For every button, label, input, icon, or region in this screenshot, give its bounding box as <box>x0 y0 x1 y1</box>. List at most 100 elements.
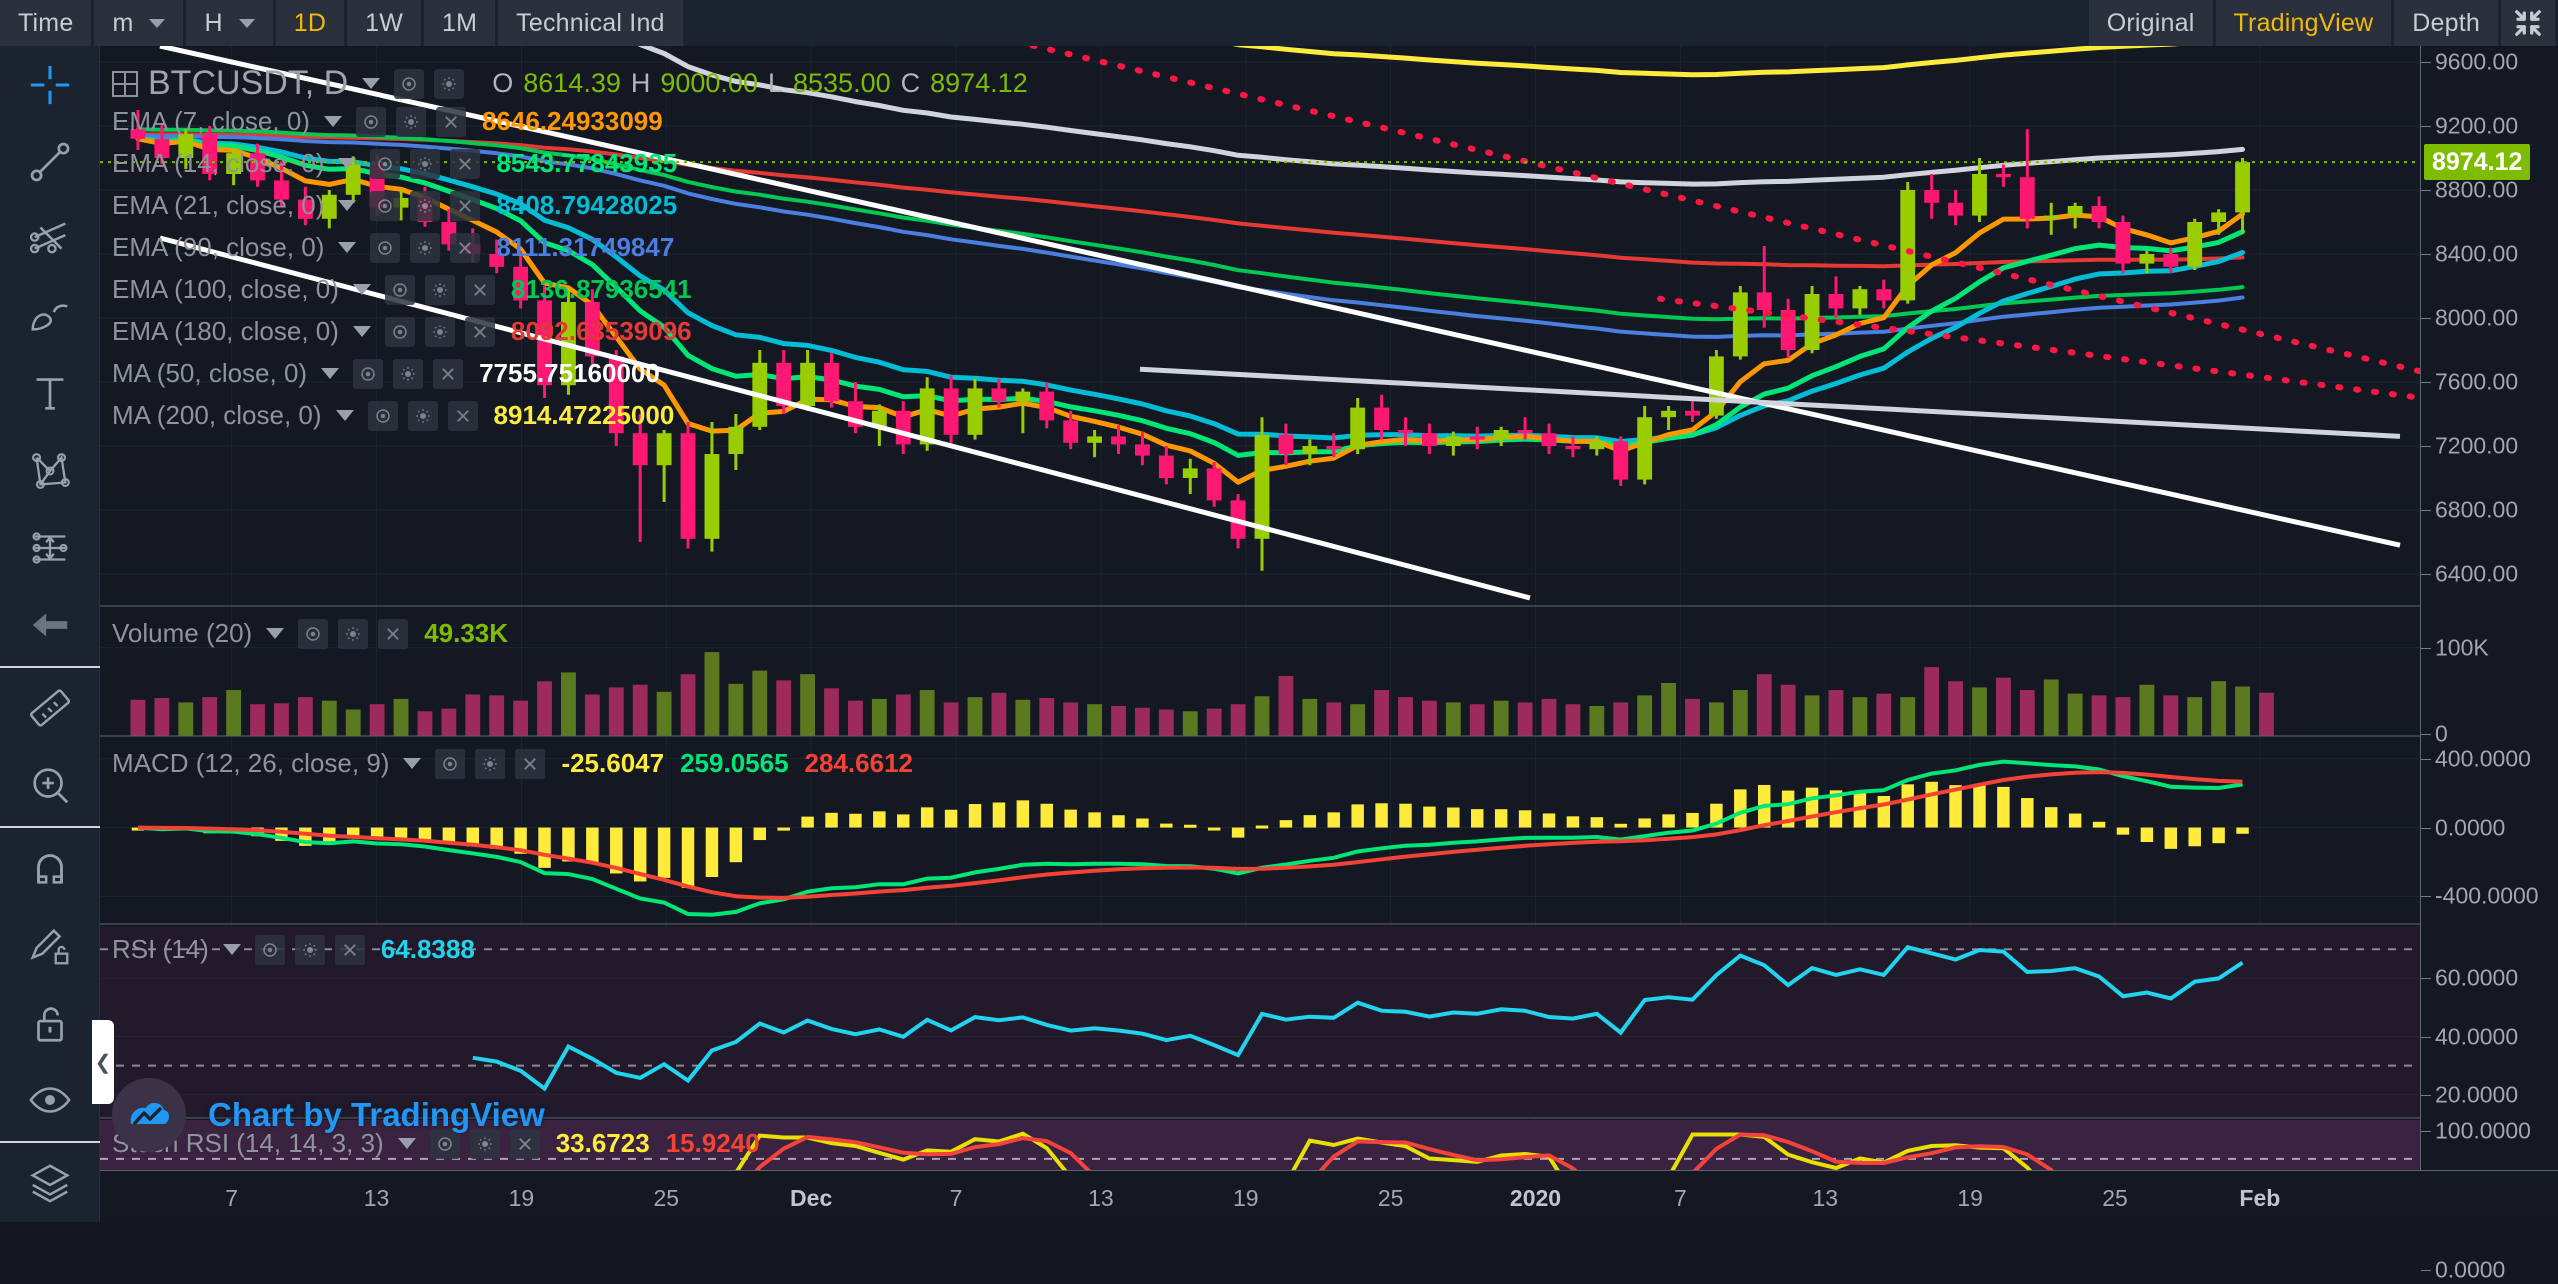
visibility-icon[interactable] <box>254 934 285 965</box>
remove-indicator-icon[interactable] <box>450 190 481 221</box>
visibility-icon[interactable] <box>298 618 329 649</box>
chevron-down-icon[interactable] <box>338 200 357 211</box>
symbol-legend[interactable]: BTCUSDT, D O 8614.39 H 9000.00 L 8535.00… <box>112 64 1028 103</box>
interval-1m-button[interactable]: 1M <box>424 0 496 46</box>
fib-retracement-tool[interactable] <box>0 200 100 277</box>
remove-indicator-icon[interactable] <box>450 232 481 263</box>
remove-indicator-icon[interactable] <box>509 1128 540 1159</box>
object-tree-tool[interactable] <box>0 1145 100 1222</box>
mode-tradingview-button[interactable]: TradingView <box>2215 0 2392 46</box>
chevron-down-icon[interactable] <box>335 410 354 421</box>
visibility-icon[interactable] <box>394 68 425 99</box>
forecast-tool[interactable] <box>0 509 100 586</box>
remove-indicator-icon[interactable] <box>334 934 365 965</box>
settings-gear-icon[interactable] <box>424 316 455 347</box>
chevron-down-icon[interactable] <box>323 116 342 127</box>
chevron-down-icon[interactable] <box>352 326 371 337</box>
settings-gear-icon[interactable] <box>424 274 455 305</box>
indicator-legend-row[interactable]: EMA (100, close, 0) 8136.87936541 <box>112 274 692 305</box>
add-compare-icon[interactable] <box>112 70 138 97</box>
arrow-marker-tool[interactable] <box>0 587 100 664</box>
settings-gear-icon[interactable] <box>434 68 465 99</box>
technical-indicators-button[interactable]: Technical Ind <box>498 0 683 46</box>
visibility-icon[interactable] <box>370 190 401 221</box>
settings-gear-icon[interactable] <box>469 1128 500 1159</box>
zoom-in-tool[interactable] <box>0 747 100 824</box>
symbol-title[interactable]: BTCUSDT, D <box>148 64 349 102</box>
pattern-tool[interactable] <box>0 432 100 509</box>
visibility-icon[interactable] <box>435 748 466 779</box>
visibility-icon[interactable] <box>384 316 415 347</box>
settings-gear-icon[interactable] <box>410 232 441 263</box>
remove-indicator-icon[interactable] <box>464 316 495 347</box>
pane-title[interactable]: MACD (12, 26, close, 9) <box>112 748 390 778</box>
chevron-down-icon[interactable] <box>266 628 285 639</box>
rsi-legend[interactable]: RSI (14) 64.8388 <box>112 934 475 965</box>
settings-gear-icon[interactable] <box>395 106 426 137</box>
visibility-icon[interactable] <box>355 106 386 137</box>
chevron-down-icon[interactable] <box>362 78 381 89</box>
mode-depth-button[interactable]: Depth <box>2394 0 2498 46</box>
chevron-down-icon[interactable] <box>397 1138 416 1149</box>
brush-tool[interactable] <box>0 278 100 355</box>
minutes-interval-dropdown[interactable]: m <box>94 0 184 46</box>
macd-legend[interactable]: MACD (12, 26, close, 9) -25.6047 259.0565 2… <box>112 748 913 779</box>
chart-canvas[interactable] <box>100 46 2558 1222</box>
chevron-down-icon[interactable] <box>321 368 340 379</box>
visibility-icon[interactable] <box>370 148 401 179</box>
volume-legend[interactable]: Volume (20) 49.33K <box>112 618 508 649</box>
indicator-legend-row[interactable]: EMA (21, close, 0) 8408.79428025 <box>112 190 677 221</box>
time-button[interactable]: Time <box>0 0 92 46</box>
indicator-legend-row[interactable]: EMA (90, close, 0) 8111.31749847 <box>112 232 674 263</box>
price-axis[interactable]: 9600.00 9200.00 8800.00 8400.00 8000.00 7600.… <box>2420 46 2558 1283</box>
remove-indicator-icon[interactable] <box>450 148 481 179</box>
indicator-legend-row[interactable]: MA (50, close, 0) 7755.75160000 <box>112 358 660 389</box>
settings-gear-icon[interactable] <box>410 148 441 179</box>
interval-1d-button[interactable]: 1D <box>275 0 345 46</box>
indicator-title[interactable]: EMA (180, close, 0) <box>112 316 339 346</box>
indicator-title[interactable]: EMA (7, close, 0) <box>112 106 310 136</box>
settings-gear-icon[interactable] <box>393 358 424 389</box>
chart-stage[interactable]: BTCUSDT, D O 8614.39 H 9000.00 L 8535.00… <box>100 46 2558 1283</box>
indicator-title[interactable]: EMA (14, close, 0) <box>112 148 325 178</box>
chevron-down-icon[interactable] <box>338 242 357 253</box>
visibility-icon[interactable] <box>384 274 415 305</box>
visibility-icon[interactable] <box>353 358 384 389</box>
indicator-legend-row[interactable]: EMA (14, close, 0) 8543.77843935 <box>112 148 677 179</box>
settings-gear-icon[interactable] <box>410 190 441 221</box>
indicator-title[interactable]: MA (200, close, 0) <box>112 400 322 430</box>
indicator-title[interactable]: EMA (21, close, 0) <box>112 190 325 220</box>
visibility-icon[interactable] <box>367 400 398 431</box>
indicator-title[interactable]: EMA (90, close, 0) <box>112 232 325 262</box>
chevron-down-icon[interactable] <box>352 284 371 295</box>
remove-indicator-icon[interactable] <box>433 358 464 389</box>
remove-indicator-icon[interactable] <box>464 274 495 305</box>
magnet-tool[interactable] <box>0 830 100 907</box>
chevron-down-icon[interactable] <box>338 158 357 169</box>
hide-drawings-tool[interactable] <box>0 1062 100 1139</box>
settings-gear-icon[interactable] <box>294 934 325 965</box>
remove-indicator-icon[interactable] <box>447 400 478 431</box>
collapse-fullscreen-button[interactable] <box>2501 0 2555 46</box>
visibility-icon[interactable] <box>370 232 401 263</box>
indicator-legend-row[interactable]: MA (200, close, 0) 8914.47225000 <box>112 400 674 431</box>
lock-drawings-tool[interactable] <box>0 984 100 1061</box>
mode-original-button[interactable]: Original <box>2088 0 2213 46</box>
crosshair-tool[interactable] <box>0 46 100 123</box>
indicator-legend-row[interactable]: EMA (180, close, 0) 8092.63539096 <box>112 316 692 347</box>
measure-tool[interactable] <box>0 670 100 747</box>
settings-gear-icon[interactable] <box>338 618 369 649</box>
settings-gear-icon[interactable] <box>407 400 438 431</box>
remove-indicator-icon[interactable] <box>435 106 466 137</box>
remove-indicator-icon[interactable] <box>378 618 409 649</box>
trend-line-tool[interactable] <box>0 123 100 200</box>
interval-1w-button[interactable]: 1W <box>347 0 421 46</box>
indicator-title[interactable]: EMA (100, close, 0) <box>112 274 339 304</box>
hours-interval-dropdown[interactable]: H <box>186 0 273 46</box>
chevron-down-icon[interactable] <box>403 758 422 769</box>
pane-title[interactable]: RSI (14) <box>112 934 209 964</box>
sidebar-collapse-handle[interactable]: ❮ <box>92 1020 114 1104</box>
chevron-down-icon[interactable] <box>222 944 241 955</box>
time-axis[interactable]: 7 13 19 25 Dec 7 13 19 25 2020 7 13 19 25 Feb <box>100 1170 2558 1222</box>
stay-in-drawing-mode-tool[interactable] <box>0 907 100 984</box>
